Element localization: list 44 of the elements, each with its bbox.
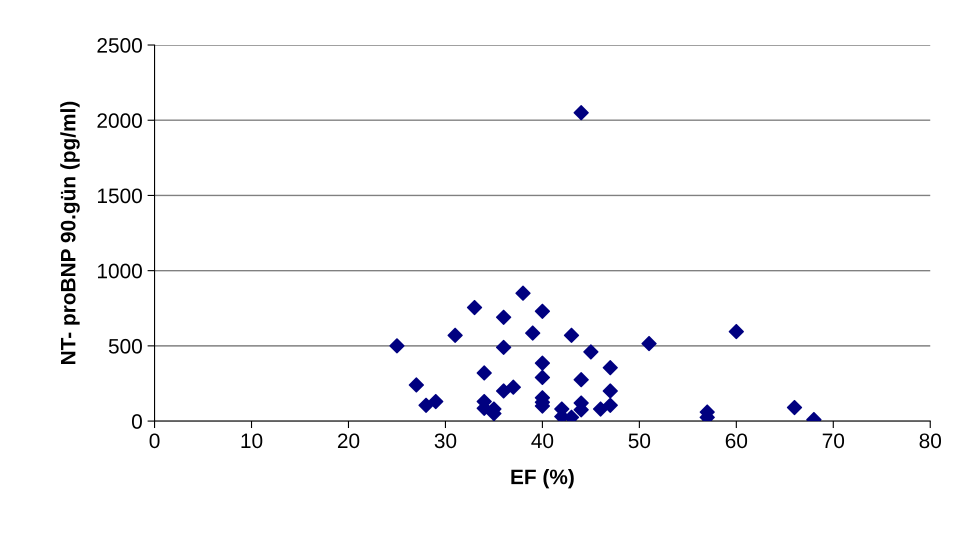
x-tick-label: 70 bbox=[822, 433, 844, 448]
y-axis-title: NT- proBNP 90.gün (pg/ml) bbox=[60, 102, 80, 364]
point bbox=[592, 401, 608, 417]
x-tick-label: 60 bbox=[726, 433, 748, 448]
point bbox=[466, 300, 482, 316]
point bbox=[534, 356, 550, 371]
point bbox=[418, 398, 434, 413]
point bbox=[525, 325, 540, 341]
point bbox=[428, 394, 444, 410]
x-tick-label: 20 bbox=[338, 433, 360, 448]
point bbox=[583, 344, 599, 360]
x-tick-label: 40 bbox=[531, 433, 554, 448]
x-tick-label: 10 bbox=[242, 433, 262, 448]
point bbox=[496, 383, 512, 399]
y-tick-label: 1500 bbox=[98, 188, 142, 204]
point bbox=[447, 328, 463, 343]
point bbox=[602, 360, 618, 376]
point bbox=[574, 372, 589, 388]
x-axis-title: EF (%) bbox=[511, 468, 574, 488]
point bbox=[389, 338, 405, 354]
point bbox=[564, 328, 580, 343]
y-tick-label: 2000 bbox=[97, 113, 142, 128]
point bbox=[602, 383, 618, 399]
point bbox=[408, 377, 424, 393]
y-tick-label: 500 bbox=[108, 338, 142, 354]
y-tick-label: 2500 bbox=[97, 38, 142, 53]
point bbox=[476, 365, 492, 381]
x-tick-label: 30 bbox=[434, 433, 456, 448]
point bbox=[496, 340, 512, 356]
point bbox=[506, 380, 521, 395]
x-tick-label: 50 bbox=[628, 433, 650, 448]
point bbox=[602, 398, 618, 413]
x-tick-label: 80 bbox=[920, 433, 942, 448]
y-tick-label: 0 bbox=[132, 414, 142, 429]
point bbox=[534, 304, 550, 319]
point bbox=[496, 310, 512, 325]
point bbox=[534, 370, 550, 386]
point bbox=[515, 286, 531, 301]
point bbox=[641, 336, 657, 352]
x-tick-label: 0 bbox=[150, 433, 160, 448]
point bbox=[786, 400, 802, 416]
y-tick-label: 1000 bbox=[98, 264, 142, 278]
point bbox=[728, 324, 744, 340]
point bbox=[574, 105, 589, 120]
